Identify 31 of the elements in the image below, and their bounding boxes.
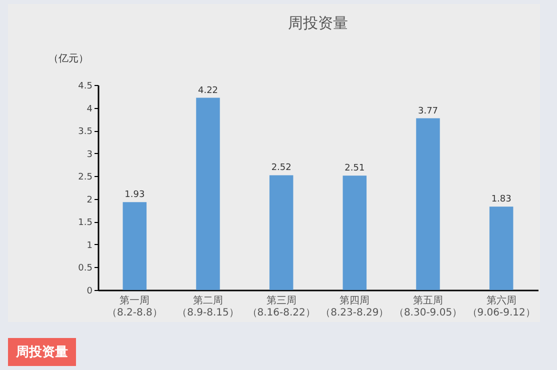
y-tick-label: 4: [86, 104, 93, 114]
y-tick-label: 0.5: [78, 264, 92, 274]
chart-title: 周投资量: [288, 14, 348, 32]
data-label: 3.77: [418, 106, 438, 116]
text: 周投资量: [8, 338, 76, 366]
x-tick-label: 第三周（8.16-8.22）: [247, 294, 316, 318]
y-axis-title: （亿元）: [48, 54, 88, 64]
y-tick-label: 0: [86, 286, 93, 296]
bar: [416, 118, 440, 290]
y-tick-label: 1.5: [78, 218, 92, 228]
bar: [269, 175, 294, 290]
y-tick-label: 2.5: [78, 172, 92, 183]
x-tick-label: 第一周（8.2-8.8）: [106, 294, 162, 318]
x-tick-label: 第二周（8.9-8.15）: [177, 294, 239, 318]
bar: [489, 206, 514, 290]
data-label: 2.52: [271, 163, 292, 174]
bar: [342, 176, 367, 290]
data-label: 4.22: [198, 86, 218, 96]
x-tick-label: 第四周（8.23-8.29）: [320, 294, 389, 318]
data-label: 2.51: [344, 164, 365, 174]
bar: [196, 98, 220, 290]
x-tick-label: 第六周（9.06-9.12）: [467, 294, 536, 318]
y-tick-label: 2: [86, 195, 92, 206]
y-tick-label: 4.5: [78, 82, 92, 92]
x-tick-label: 第五周（8.30-9.05）: [394, 294, 462, 318]
y-tick-label: 1: [86, 240, 92, 251]
bar: [122, 202, 147, 290]
data-label: 1.83: [491, 194, 512, 205]
y-tick-label: 3: [86, 150, 92, 160]
data-label: 1.93: [124, 190, 145, 200]
y-tick-label: 3.5: [78, 127, 92, 138]
